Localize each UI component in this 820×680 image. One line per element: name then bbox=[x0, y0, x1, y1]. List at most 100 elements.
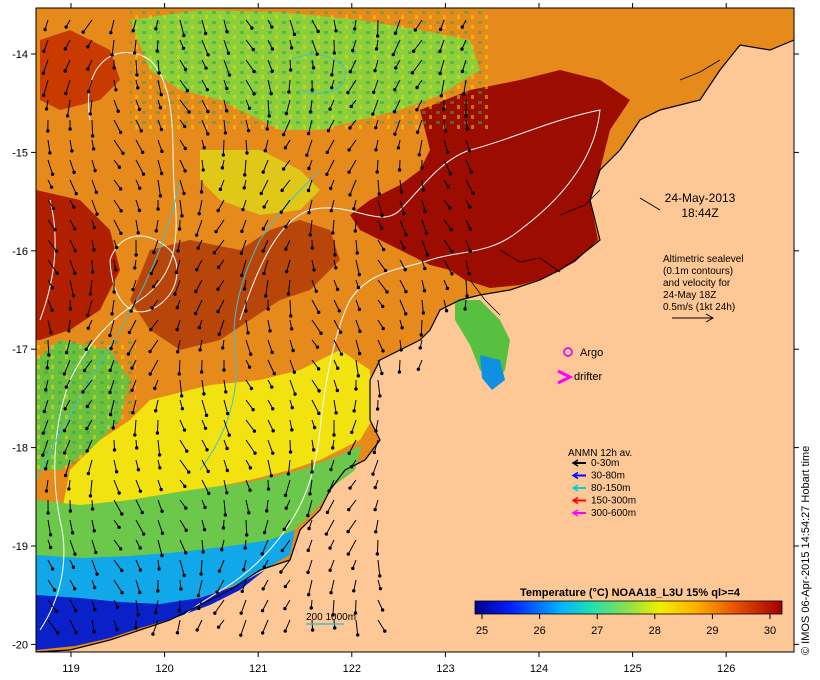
velocity-arrow bbox=[333, 319, 342, 333]
velocity-arrow bbox=[306, 139, 313, 156]
warm-patch-east bbox=[350, 70, 630, 288]
velocity-arrow bbox=[349, 179, 357, 196]
velocity-arrow bbox=[264, 139, 269, 151]
velocity-arrow bbox=[135, 519, 145, 535]
velocity-arrow bbox=[42, 59, 49, 74]
velocity-arrow bbox=[89, 99, 93, 114]
velocity-arrow bbox=[91, 179, 97, 193]
altimetry-note: Altimetric sealevel (0.1m contours) and … bbox=[663, 254, 744, 313]
velocity-arrow bbox=[134, 419, 137, 435]
velocity-arrow bbox=[201, 39, 209, 55]
sst-field bbox=[36, 8, 794, 652]
velocity-arrow bbox=[179, 559, 185, 576]
y-tick-label: -16 bbox=[12, 246, 28, 258]
time-label: 18:44Z bbox=[681, 206, 718, 220]
velocity-arrow bbox=[130, 299, 137, 312]
velocity-arrow bbox=[135, 559, 141, 571]
velocity-arrow bbox=[420, 319, 423, 336]
velocity-arrow bbox=[443, 119, 447, 131]
velocity-arrow bbox=[267, 459, 272, 476]
velocity-arrow bbox=[135, 479, 141, 492]
velocity-arrow bbox=[241, 219, 247, 232]
velocity-arrow bbox=[333, 379, 338, 391]
velocity-arrow bbox=[179, 419, 185, 431]
velocity-arrow bbox=[91, 519, 95, 531]
coastline bbox=[36, 39, 794, 652]
velocity-arrow bbox=[82, 379, 93, 393]
velocity-arrow bbox=[240, 599, 247, 614]
velocity-arrow bbox=[348, 139, 357, 151]
velocity-arrow bbox=[421, 239, 428, 256]
colorbar-tick-label: 28 bbox=[649, 625, 661, 637]
velocity-arrow bbox=[150, 319, 159, 330]
velocity-arrow bbox=[89, 479, 93, 496]
velocity-arrow bbox=[281, 179, 291, 191]
velocity-arrow bbox=[398, 359, 401, 373]
warm-patch-west bbox=[36, 190, 120, 340]
argo-label: Argo bbox=[580, 347, 603, 359]
x-tick-label: 123 bbox=[436, 663, 454, 675]
velocity-arrow bbox=[289, 359, 295, 373]
velocity-arrow bbox=[218, 319, 225, 335]
velocity-arrow bbox=[110, 399, 115, 415]
velocity-arrow bbox=[157, 519, 163, 534]
altimetry-line-2: (0.1m contours) bbox=[663, 266, 733, 277]
velocity-arrow bbox=[244, 159, 247, 175]
velocity-arrow bbox=[91, 559, 98, 575]
velocity-arrow bbox=[42, 439, 49, 456]
velocity-arrow bbox=[178, 599, 181, 612]
velocity-arrow bbox=[66, 339, 71, 353]
velocity-arrow bbox=[311, 279, 317, 292]
velocity-arrow bbox=[89, 279, 93, 294]
velocity-arrow bbox=[65, 79, 71, 94]
velocity-arrow bbox=[69, 619, 77, 633]
velocity-arrow bbox=[135, 59, 138, 76]
velocity-arrow bbox=[395, 19, 401, 34]
velocity-arrow bbox=[223, 459, 228, 471]
velocity-arrow bbox=[308, 179, 313, 191]
velocity-arrow bbox=[245, 319, 249, 333]
velocity-arrow bbox=[176, 619, 181, 633]
velocity-arrow bbox=[377, 619, 386, 632]
plot-frame bbox=[35, 7, 795, 653]
scale-arrow bbox=[672, 313, 715, 323]
velocity-arrow bbox=[157, 79, 162, 95]
velocity-arrow bbox=[91, 159, 96, 171]
velocity-arrow bbox=[135, 199, 140, 211]
velocity-arrow bbox=[69, 259, 76, 274]
velocity-arrow bbox=[280, 559, 291, 573]
velocity-arrow bbox=[157, 499, 163, 512]
colorbar-ticks: 25 26 27 28 29 30 bbox=[476, 614, 776, 637]
velocity-arrow bbox=[286, 259, 291, 272]
velocity-arrow bbox=[421, 219, 427, 234]
x-tick-label: 125 bbox=[623, 663, 641, 675]
velocity-arrow bbox=[332, 599, 335, 615]
velocity-arrow bbox=[412, 59, 423, 74]
velocity-arrow bbox=[245, 79, 255, 95]
velocity-arrow bbox=[267, 439, 274, 454]
velocity-arrow bbox=[45, 479, 49, 491]
velocity-arrow bbox=[288, 79, 291, 92]
velocity-arrow bbox=[326, 159, 335, 175]
velocity-arrow bbox=[399, 279, 407, 292]
velocity-arrow bbox=[223, 119, 226, 133]
velocity-arrow bbox=[414, 19, 423, 31]
velocity-arrow bbox=[245, 439, 256, 454]
velocity-arrow bbox=[443, 219, 452, 230]
colorbar-title: Temperature (°C) NOAA18_L3U 15% ql>=4 bbox=[520, 587, 741, 599]
velocity-arrow bbox=[262, 159, 269, 173]
velocity-arrow bbox=[463, 79, 467, 94]
velocity-arrow bbox=[289, 339, 294, 351]
velocity-arrow bbox=[47, 159, 54, 175]
velocity-arrow bbox=[355, 619, 359, 635]
velocity-arrow bbox=[245, 59, 255, 72]
velocity-arrow bbox=[87, 459, 93, 474]
isobath-label: 200 1000m bbox=[306, 612, 356, 623]
velocity-arrow bbox=[179, 179, 185, 194]
velocity-arrow bbox=[311, 319, 322, 334]
velocity-arrow bbox=[113, 459, 118, 472]
velocity-arrow bbox=[333, 299, 340, 312]
velocity-arrow bbox=[153, 239, 159, 253]
velocity-arrow bbox=[309, 219, 313, 235]
velocity-arrow bbox=[377, 339, 384, 352]
